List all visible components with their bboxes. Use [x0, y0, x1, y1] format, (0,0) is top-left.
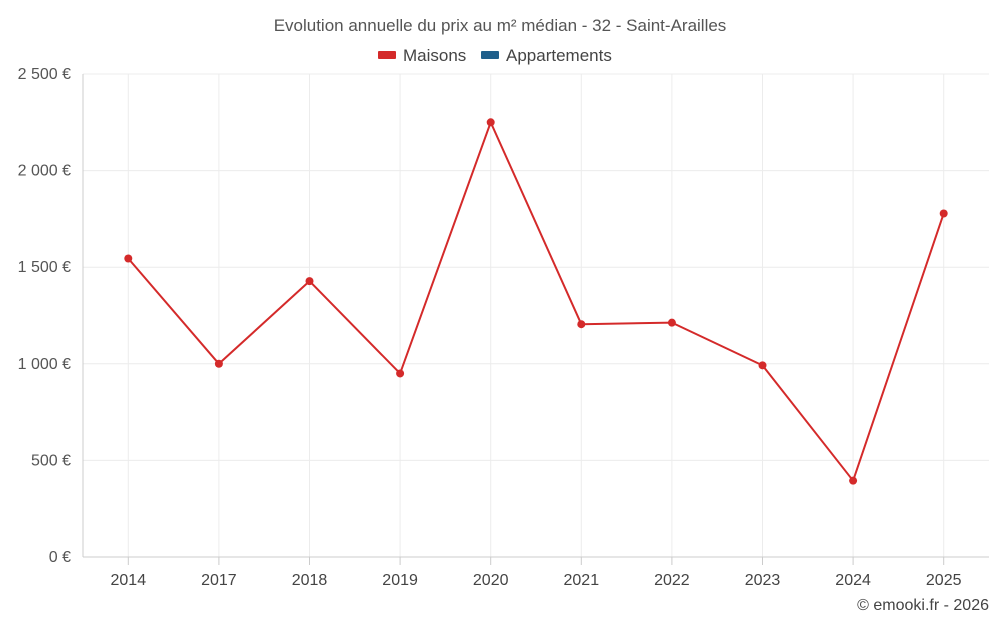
y-tick-label: 500 €	[31, 452, 71, 469]
x-tick-label: 2025	[926, 572, 962, 589]
data-point-maisons[interactable]	[305, 277, 314, 286]
x-tick-label: 2020	[473, 572, 509, 589]
x-tick-label: 2022	[654, 572, 690, 589]
x-tick-label: 2019	[382, 572, 418, 589]
data-point-maisons[interactable]	[214, 359, 223, 368]
grid	[83, 73, 989, 557]
data-point-maisons[interactable]	[396, 369, 405, 378]
legend-swatch-appartements	[481, 51, 499, 59]
x-tick-label: 2018	[292, 572, 328, 589]
legend-swatch-maisons	[378, 51, 396, 59]
x-tick-label: 2023	[745, 572, 781, 589]
x-axis: 2014 2017 2018 2019 2020 2021 2022 2023 2024 2025	[83, 556, 989, 589]
y-axis: 0 € 500 € 1 000 € 1 500 € 2 000 € 2 500 €	[18, 66, 84, 566]
y-tick-label: 1 000 €	[18, 356, 71, 373]
data-point-maisons[interactable]	[486, 118, 495, 127]
chart-title: Evolution annuelle du prix au m² médian …	[274, 16, 727, 35]
legend: Maisons Appartements	[378, 46, 612, 65]
x-tick-label: 2021	[564, 572, 600, 589]
data-point-maisons[interactable]	[758, 361, 767, 370]
data-point-maisons[interactable]	[667, 318, 676, 327]
legend-label-maisons[interactable]: Maisons	[403, 46, 466, 65]
data-point-maisons[interactable]	[939, 209, 948, 218]
y-tick-label: 2 000 €	[18, 163, 71, 180]
credit-text: © emooki.fr - 2026	[857, 597, 989, 614]
y-tick-label: 1 500 €	[18, 259, 71, 276]
series-maisons	[124, 118, 948, 485]
data-point-maisons[interactable]	[849, 476, 858, 485]
y-tick-label: 0 €	[49, 549, 71, 566]
legend-label-appartements[interactable]: Appartements	[506, 46, 612, 65]
x-tick-label: 2014	[111, 572, 147, 589]
data-point-maisons[interactable]	[124, 254, 133, 263]
series-line-maisons	[127, 121, 945, 482]
x-tick-label: 2017	[201, 572, 237, 589]
data-point-maisons[interactable]	[577, 320, 586, 329]
y-tick-label: 2 500 €	[18, 66, 71, 83]
x-tick-label: 2024	[835, 572, 871, 589]
